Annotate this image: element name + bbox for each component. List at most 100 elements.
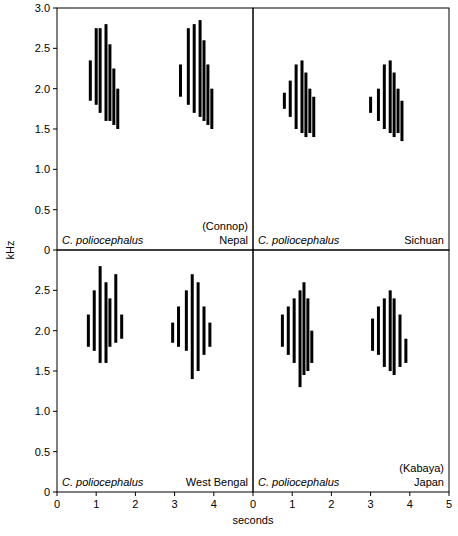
note-stroke [99, 28, 102, 113]
note-stroke [93, 290, 96, 351]
figure: 0 0.5 1.0 1.5 2.0 2.5 3.0 C. poliocephalus Nepal… [0, 0, 458, 536]
y-tick-label: 3.0 [35, 2, 50, 14]
note-stroke [105, 282, 108, 363]
note-stroke [203, 40, 206, 121]
y-tick-label: 1.0 [35, 163, 50, 175]
note-stroke [383, 298, 386, 367]
y-axis-title: kHz [4, 241, 16, 260]
panel: 012345C. poliocephalusJapan(Kabaya) [250, 250, 452, 510]
y-tick [53, 290, 57, 291]
x-tick [253, 492, 254, 496]
note-stroke [283, 93, 286, 109]
panel-frame [57, 8, 253, 250]
marks [87, 266, 212, 379]
note-stroke [120, 315, 123, 339]
location-label: West Bengal [186, 476, 248, 488]
y-tick [53, 209, 57, 210]
note-stroke [95, 28, 98, 105]
x-tick [331, 492, 332, 496]
note-stroke [108, 44, 111, 121]
note-stroke [187, 28, 190, 105]
x-tick [174, 492, 175, 496]
y-tick [53, 411, 57, 412]
note-stroke [281, 315, 284, 347]
note-stroke [293, 298, 296, 363]
y-tick [53, 129, 57, 130]
x-tick-label: 1 [93, 498, 99, 510]
y-tick-label: 0.5 [35, 204, 50, 216]
y-tick [53, 451, 57, 452]
note-stroke [171, 323, 174, 343]
x-tick-label: 4 [211, 498, 217, 510]
y-tick [53, 8, 57, 9]
y-tick [53, 371, 57, 372]
location-label: Japan [414, 476, 444, 488]
note-stroke [299, 290, 302, 387]
note-stroke [179, 64, 182, 96]
x-tick [213, 492, 214, 496]
note-stroke [206, 64, 209, 125]
note-stroke [112, 69, 115, 125]
note-stroke [108, 298, 111, 346]
note-stroke [393, 73, 396, 138]
y-tick-label: 1.5 [35, 123, 50, 135]
y-tick-label: 2.5 [35, 284, 50, 296]
y-tick [53, 330, 57, 331]
x-tick [409, 492, 410, 496]
note-stroke [310, 331, 313, 363]
note-stroke [105, 24, 108, 121]
note-stroke [377, 89, 380, 121]
panel: 00.51.01.52.02.501234C. poliocephalusWes… [35, 250, 253, 510]
note-stroke [89, 60, 92, 100]
note-stroke [308, 89, 311, 133]
note-stroke [304, 73, 307, 138]
note-stroke [197, 282, 200, 371]
note-stroke [87, 315, 90, 347]
note-stroke [312, 97, 315, 137]
x-tick [292, 492, 293, 496]
x-tick-label: 3 [368, 498, 374, 510]
note-stroke [193, 24, 196, 113]
note-stroke [383, 64, 386, 129]
x-tick-label: 4 [407, 498, 413, 510]
note-stroke [393, 298, 396, 375]
x-tick-label: 1 [289, 498, 295, 510]
y-tick-label: 2.0 [35, 83, 50, 95]
note-stroke [177, 306, 180, 346]
species-label: C. poliocephalus [258, 476, 340, 488]
y-tick-label: 2.0 [35, 325, 50, 337]
x-tick-label: 5 [446, 498, 452, 510]
panel-frame [253, 8, 449, 250]
note-stroke [191, 274, 194, 379]
y-tick [53, 48, 57, 49]
note-stroke [289, 81, 292, 117]
note-stroke [203, 306, 206, 354]
y-tick-label: 0 [44, 244, 50, 256]
panel-frame [57, 250, 253, 492]
note-stroke [116, 89, 119, 129]
x-tick-label: 0 [250, 498, 256, 510]
marks [283, 60, 404, 141]
note-stroke [185, 290, 188, 351]
note-stroke [301, 60, 304, 133]
note-stroke [99, 266, 102, 363]
recordist-label: (Kabaya) [399, 462, 444, 474]
x-tick-label: 3 [172, 498, 178, 510]
x-tick [449, 492, 450, 496]
y-tick [53, 169, 57, 170]
note-stroke [397, 89, 400, 133]
note-stroke [389, 290, 392, 371]
y-tick-label: 1.0 [35, 405, 50, 417]
location-label: Sichuan [404, 234, 444, 246]
note-stroke [400, 101, 403, 141]
y-tick-label: 2.5 [35, 42, 50, 54]
note-stroke [114, 274, 117, 343]
location-label: Nepal [219, 234, 248, 246]
x-tick-label: 2 [132, 498, 138, 510]
x-tick [370, 492, 371, 496]
marks [281, 282, 407, 387]
y-tick [53, 492, 57, 493]
x-axis-title: seconds [233, 514, 274, 526]
recordist-label: (Connop) [202, 220, 248, 232]
note-stroke [399, 315, 402, 367]
